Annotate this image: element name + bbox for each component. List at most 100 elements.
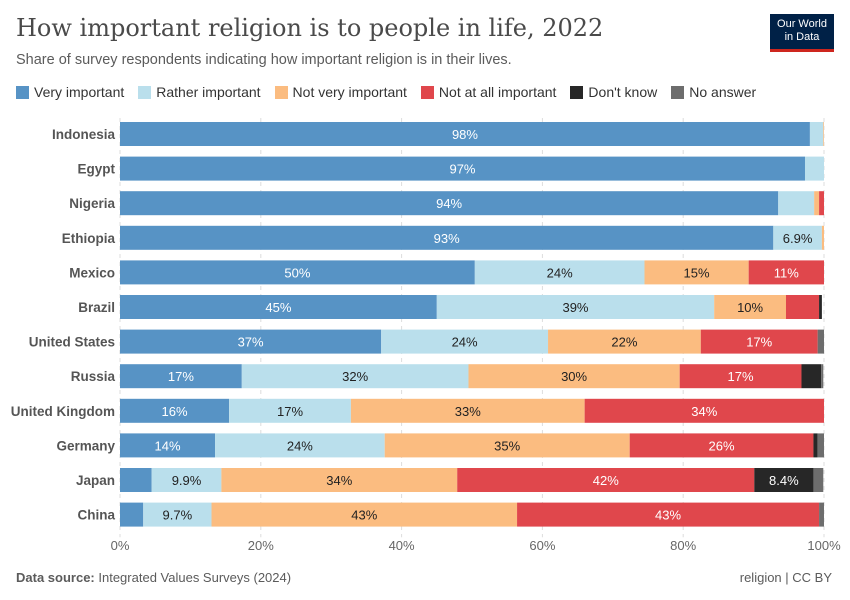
bar-segment <box>120 502 144 527</box>
legend-swatch <box>671 85 685 99</box>
legend-item[interactable]: Not very important <box>274 84 407 100</box>
legend: Very important Rather important Not very i… <box>16 84 756 100</box>
data-label: 93% <box>434 231 460 246</box>
bar-segment <box>819 502 824 527</box>
bar-segment <box>120 398 230 423</box>
data-label: 17% <box>728 369 754 384</box>
legend-label: Don't know <box>588 84 658 100</box>
bar-segment <box>821 364 824 389</box>
bar-segment <box>801 364 822 389</box>
legend-swatch <box>16 85 29 99</box>
bar-segment <box>644 260 749 285</box>
bar-segment <box>120 468 152 492</box>
bar-segment <box>819 191 824 216</box>
data-label: 24% <box>287 438 313 453</box>
data-source: Data source: Integrated Values Surveys (… <box>16 570 291 585</box>
data-label: 39% <box>562 300 588 315</box>
bar-segment <box>809 122 824 146</box>
bar-segment <box>120 433 216 458</box>
data-label: 24% <box>547 265 573 280</box>
legend-item[interactable]: No answer <box>671 84 756 100</box>
category-label: Japan <box>76 473 115 488</box>
legend-item[interactable]: Not at all important <box>420 84 556 100</box>
bar-segment <box>804 156 824 181</box>
data-label: 15% <box>684 265 710 280</box>
data-label: 14% <box>155 438 181 453</box>
bar-segment <box>381 329 549 354</box>
license[interactable]: religion | CC BY <box>739 570 832 585</box>
bar-segment <box>813 433 818 458</box>
bar-segment <box>819 295 822 319</box>
legend-swatch <box>138 85 152 99</box>
bar-segment <box>151 468 222 492</box>
data-label: 9.9% <box>172 473 202 488</box>
data-label: 42% <box>593 473 619 488</box>
bar-segment <box>457 468 755 492</box>
source-link[interactable]: Integrated Values Surveys (2024) <box>98 570 292 585</box>
category-label: Russia <box>71 369 116 384</box>
bar-segment <box>584 398 824 423</box>
data-label: 6.9% <box>783 231 813 246</box>
bar-segment <box>211 502 518 527</box>
category-label: Nigeria <box>69 196 115 211</box>
bar-segment <box>143 502 212 527</box>
data-label: 8.4% <box>769 473 799 488</box>
bar-segment <box>548 329 701 354</box>
bar-segment <box>629 433 814 458</box>
x-tick-label: 20% <box>248 538 274 553</box>
data-label: 30% <box>561 369 587 384</box>
bar-segment <box>120 191 779 216</box>
category-label: Ethiopia <box>62 231 116 246</box>
bar-segment <box>679 364 802 389</box>
category-label: Mexico <box>69 265 115 280</box>
legend-item[interactable]: Rather important <box>138 84 261 100</box>
bar-segment <box>120 364 242 389</box>
data-label: 45% <box>265 300 291 315</box>
x-tick-label: 40% <box>389 538 415 553</box>
bar-segment <box>350 398 585 423</box>
data-label: 22% <box>611 335 637 350</box>
bar-segment <box>823 122 824 146</box>
bar-segment <box>120 260 475 285</box>
bar-segment <box>700 329 818 354</box>
data-label: 34% <box>691 404 717 419</box>
legend-item[interactable]: Don't know <box>570 84 657 100</box>
bar-segment <box>474 260 645 285</box>
x-tick-label: 0% <box>111 538 130 553</box>
bar-segment <box>517 502 820 527</box>
data-label: 97% <box>449 162 475 177</box>
data-label: 10% <box>737 300 763 315</box>
legend-label: Not very important <box>292 84 407 100</box>
bar-segment <box>813 468 824 492</box>
category-label: Egypt <box>77 162 115 177</box>
legend-swatch <box>420 85 434 99</box>
bar-segment <box>120 122 810 146</box>
bar-segment <box>821 225 824 250</box>
data-label: 50% <box>284 265 310 280</box>
data-label: 34% <box>326 473 352 488</box>
data-label: 43% <box>655 508 681 523</box>
x-tick-label: 80% <box>670 538 696 553</box>
legend-label: Very important <box>34 84 125 100</box>
owid-logo[interactable]: Our World in Data <box>770 14 834 52</box>
bar-segment <box>120 295 437 319</box>
data-label: 24% <box>452 335 478 350</box>
data-label: 33% <box>455 404 481 419</box>
bar-segment <box>468 364 680 389</box>
bar-segment <box>773 225 822 250</box>
data-label: 17% <box>277 404 303 419</box>
bar-segment <box>814 191 820 216</box>
bar-segment <box>817 329 824 354</box>
data-label: 17% <box>168 369 194 384</box>
x-tick-label: 100% <box>807 538 841 553</box>
chart-title: How important religion is to people in l… <box>16 14 604 42</box>
legend-item[interactable]: Very important <box>16 84 124 100</box>
data-label: 26% <box>709 438 735 453</box>
bar-segment <box>120 329 382 354</box>
bar-segment <box>241 364 469 389</box>
bar-segment <box>754 468 814 492</box>
data-label: 37% <box>238 335 264 350</box>
bar-segment <box>229 398 351 423</box>
data-label: 16% <box>162 404 188 419</box>
